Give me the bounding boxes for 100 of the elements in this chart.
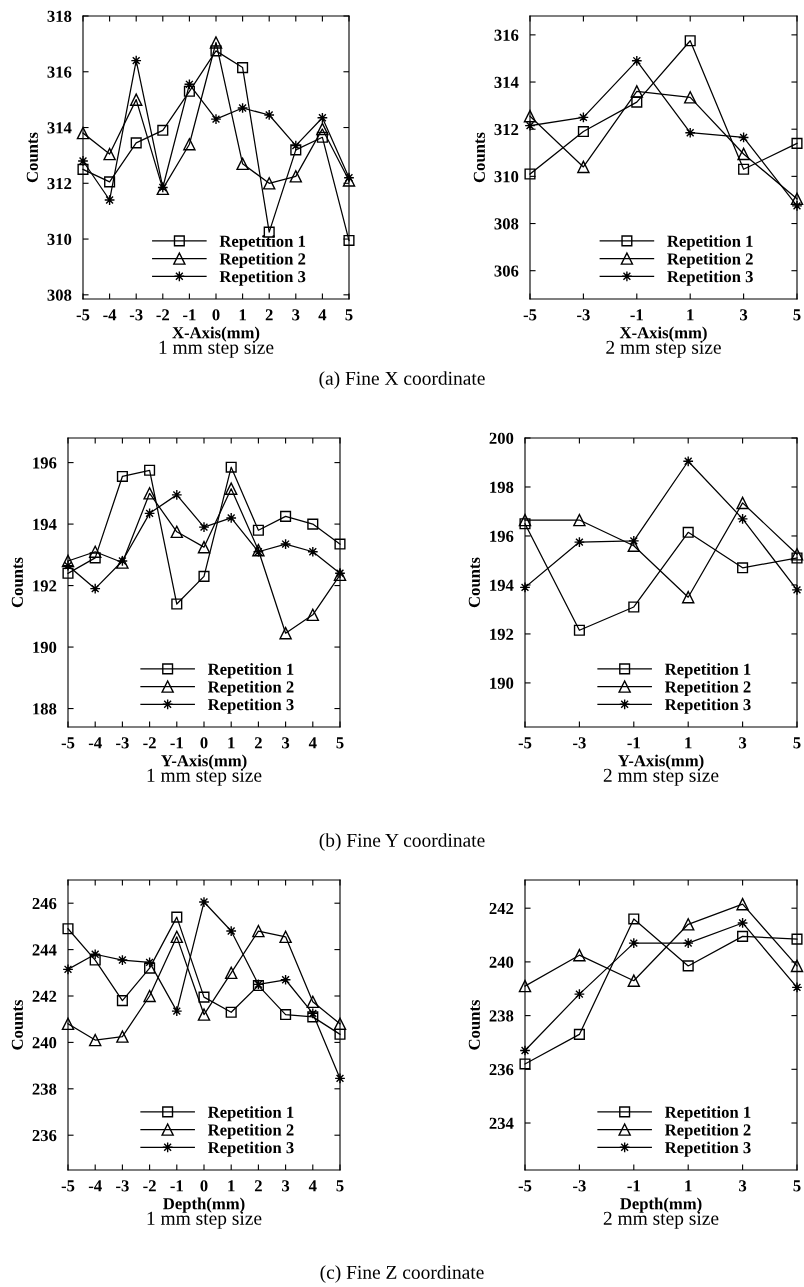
text: (b) Fine Y coordinate bbox=[319, 833, 485, 851]
x-axis-title: Y-Axis(mm) bbox=[161, 754, 247, 770]
y-tick-label: 190 bbox=[33, 641, 57, 654]
y-tick-label: 318 bbox=[47, 10, 72, 22]
y-tick-label: 196 bbox=[490, 530, 514, 542]
x-tick-label: -5 bbox=[61, 737, 75, 749]
legend-label: Repetition 2 bbox=[664, 1123, 751, 1139]
y-tick-label: 310 bbox=[494, 171, 519, 183]
x-tick-label: -1 bbox=[630, 309, 643, 321]
y-tick-label: 198 bbox=[490, 481, 514, 493]
x-tick-label: 1 bbox=[685, 1180, 692, 1192]
x-tick-label: 5 bbox=[793, 309, 801, 321]
legend-label: Repetition 3 bbox=[664, 698, 751, 714]
y-tick-label: 234 bbox=[489, 1117, 514, 1129]
x-tick-label: -2 bbox=[143, 1180, 156, 1192]
x-tick-label: -1 bbox=[170, 1180, 183, 1192]
y-tick-label: 188 bbox=[33, 703, 57, 715]
x-tick-label: -3 bbox=[116, 737, 129, 749]
legend-label: Repetition 1 bbox=[219, 235, 306, 251]
y-tick-label: 194 bbox=[33, 518, 57, 531]
x-tick-label: -3 bbox=[129, 309, 143, 321]
y-tick-label: 308 bbox=[47, 289, 72, 301]
legend-label: Repetition 2 bbox=[207, 680, 294, 696]
y-tick-label: 316 bbox=[494, 29, 519, 41]
x-tick-label: 5 bbox=[793, 737, 801, 749]
x-tick-label: 5 bbox=[336, 1180, 344, 1192]
y-tick-label: 190 bbox=[490, 677, 514, 689]
legend-label: Repetition 2 bbox=[664, 680, 751, 696]
x-tick-label: -1 bbox=[627, 737, 640, 749]
x-tick-label: 1 bbox=[228, 737, 235, 749]
x-tick-label: -1 bbox=[170, 737, 183, 749]
x-tick-label: 3 bbox=[739, 737, 747, 749]
y-tick-label: 244 bbox=[32, 944, 57, 956]
x-tick-label: -2 bbox=[156, 309, 170, 321]
legend-label: Repetition 3 bbox=[664, 1141, 751, 1157]
x-tick-label: -5 bbox=[518, 737, 532, 749]
x-axis-title: Y-Axis(mm) bbox=[618, 754, 704, 770]
x-tick-label: 4 bbox=[318, 309, 327, 321]
y-tick-label: 240 bbox=[32, 1037, 57, 1049]
y-axis-title: Counts bbox=[473, 132, 485, 183]
x-tick-label: 2 bbox=[254, 1180, 262, 1192]
y-tick-label: 312 bbox=[494, 123, 519, 136]
x-tick-label: 4 bbox=[308, 1180, 317, 1192]
x-tick-label: -2 bbox=[143, 737, 156, 749]
x-tick-label: 5 bbox=[345, 309, 353, 321]
x-tick-label: 5 bbox=[336, 737, 344, 749]
y-axis-title: Counts bbox=[468, 557, 480, 608]
legend-label: Repetition 1 bbox=[664, 1106, 751, 1122]
x-tick-label: 1 bbox=[687, 309, 694, 321]
x-tick-label: -3 bbox=[573, 737, 586, 749]
text: (a) Fine X coordinate bbox=[319, 371, 485, 389]
x-tick-label: 3 bbox=[282, 1180, 290, 1192]
x-tick-label: -4 bbox=[103, 309, 117, 321]
legend-label: Repetition 1 bbox=[207, 1106, 294, 1122]
x-axis-title: Depth(mm) bbox=[163, 1197, 245, 1213]
x-tick-label: 3 bbox=[740, 309, 748, 321]
x-tick-label: -4 bbox=[88, 1180, 102, 1192]
x-tick-label: 0 bbox=[200, 737, 208, 749]
y-tick-label: 236 bbox=[32, 1129, 57, 1142]
x-tick-label: 3 bbox=[282, 737, 290, 749]
x-tick-label: 1 bbox=[239, 309, 246, 321]
text: (c) Fine Z coordinate bbox=[320, 1265, 484, 1283]
y-tick-label: 246 bbox=[32, 897, 57, 910]
y-tick-label: 192 bbox=[490, 628, 514, 640]
x-tick-label: -1 bbox=[627, 1180, 640, 1192]
legend-label: Repetition 1 bbox=[667, 235, 753, 251]
legend-label: Repetition 3 bbox=[207, 1141, 294, 1157]
y-tick-label: 316 bbox=[47, 66, 72, 78]
y-tick-label: 236 bbox=[489, 1064, 514, 1076]
y-tick-label: 308 bbox=[494, 218, 519, 230]
x-tick-label: -4 bbox=[88, 737, 102, 749]
legend-label: Repetition 2 bbox=[207, 1123, 294, 1139]
legend-label: Repetition 3 bbox=[219, 270, 306, 286]
x-tick-label: 3 bbox=[292, 309, 300, 321]
x-tick-label: -5 bbox=[76, 309, 90, 321]
y-tick-label: 238 bbox=[32, 1083, 57, 1095]
y-tick-label: 194 bbox=[490, 579, 514, 591]
y-tick-label: 314 bbox=[47, 122, 72, 134]
x-tick-label: 4 bbox=[308, 737, 317, 749]
y-axis-title: Counts bbox=[11, 557, 23, 608]
legend-label: Repetition 2 bbox=[219, 252, 306, 268]
y-tick-label: 312 bbox=[47, 178, 72, 190]
x-tick-label: 0 bbox=[200, 1180, 208, 1192]
y-tick-label: 240 bbox=[489, 956, 514, 968]
x-tick-label: 0 bbox=[212, 309, 220, 321]
x-axis-title: Depth(mm) bbox=[620, 1197, 702, 1213]
x-tick-label: -3 bbox=[573, 1180, 586, 1192]
y-tick-label: 310 bbox=[47, 233, 72, 245]
x-axis-title: X-Axis(mm) bbox=[619, 326, 707, 342]
y-tick-label: 306 bbox=[494, 265, 519, 277]
y-axis-title: Counts bbox=[11, 999, 23, 1050]
x-tick-label: 1 bbox=[685, 737, 692, 749]
x-tick-label: 1 bbox=[228, 1180, 235, 1192]
y-tick-label: 192 bbox=[33, 580, 57, 592]
x-tick-label: -3 bbox=[577, 309, 590, 321]
x-tick-label: -5 bbox=[61, 1180, 75, 1192]
y-tick-label: 200 bbox=[489, 432, 514, 444]
x-tick-label: 2 bbox=[254, 737, 262, 749]
y-tick-label: 242 bbox=[489, 902, 514, 914]
x-tick-label: -5 bbox=[518, 1180, 532, 1192]
